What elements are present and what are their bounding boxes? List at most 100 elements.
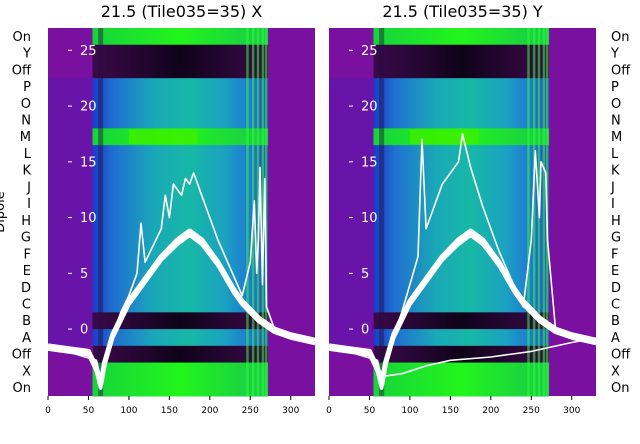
row-label: C: [611, 298, 620, 313]
row-label: D: [21, 281, 31, 296]
heatmap-row: [373, 195, 550, 213]
heatmap-row: [92, 161, 269, 180]
heatmap-row: [92, 312, 269, 330]
row-label: I: [611, 197, 615, 212]
heatmap-row: [373, 278, 550, 297]
heatmap-row: [373, 161, 550, 180]
y-tick-label: 15: [361, 155, 378, 170]
x-tick-label: 100: [401, 406, 418, 416]
heatmap-row: [373, 94, 550, 113]
row-label: E: [611, 264, 619, 279]
row-label: G: [611, 231, 621, 246]
heatmap-stripe: [379, 28, 385, 396]
heatmap-row: [92, 111, 269, 129]
heatmap-stripe: [256, 28, 260, 396]
row-label: D: [611, 281, 621, 296]
heatmap-row: [92, 61, 269, 79]
row-label: A: [22, 331, 31, 346]
row-label: Off: [611, 63, 631, 78]
heatmap-stripe: [246, 28, 249, 396]
row-label: B: [22, 314, 31, 329]
heatmap-row: [373, 379, 550, 397]
x-tick-label: 0: [326, 406, 332, 416]
heatmap-row: [92, 212, 269, 230]
heatmap-row: [373, 295, 550, 313]
heatmap-row: [92, 379, 269, 397]
row-label: H: [21, 214, 31, 229]
heatmap-row: [92, 195, 269, 213]
row-label: K: [22, 164, 31, 179]
row-label: L: [24, 147, 32, 162]
heatmap-stripe: [264, 28, 268, 396]
heatmap-row: [92, 145, 269, 163]
heatmap-row: [92, 44, 269, 62]
heatmap-stripe: [261, 28, 265, 396]
row-label: N: [21, 114, 31, 129]
heatmap-edge: [329, 78, 374, 346]
x-tick-label: 200: [201, 406, 218, 416]
y-tick-label: 20: [80, 100, 97, 115]
row-label: L: [611, 147, 619, 162]
y-tick-label: 25: [361, 44, 378, 59]
heatmap-row: [92, 345, 269, 364]
heatmap-edge: [48, 78, 93, 346]
heatmap-row: [373, 44, 550, 62]
heatmap-stripe: [527, 28, 530, 396]
heatmap-row: [373, 245, 550, 263]
row-label: J: [610, 180, 615, 195]
heatmap-row: [92, 362, 269, 380]
heatmap-row: [373, 28, 550, 46]
heatmap-row: [373, 61, 550, 79]
y-tick-label: 15: [80, 155, 97, 170]
heatmap-row: [92, 295, 269, 313]
x-tick-label: 250: [523, 406, 540, 416]
y-tick-label: 10: [80, 211, 97, 226]
row-label: On: [611, 381, 629, 396]
heatmap-row: [373, 178, 550, 196]
heatmap-row: [92, 178, 269, 196]
row-label: O: [611, 97, 621, 112]
row-label: B: [611, 314, 620, 329]
y-tick-label: 25: [80, 44, 97, 59]
heatmap-row: [92, 262, 269, 280]
heatmap-row: [373, 345, 550, 364]
series-line-2: [47, 233, 316, 390]
heatmap-row: [373, 145, 550, 163]
heatmap-row: [373, 262, 550, 280]
heatmap-stripe: [98, 28, 104, 396]
row-label: X: [22, 364, 31, 379]
y-tick-label: 5: [361, 267, 369, 282]
heatmap-highlight: [128, 129, 198, 145]
chart-title: 21.5 (Tile035=35) Y: [382, 2, 543, 21]
x-tick-label: 0: [45, 406, 51, 416]
heatmap-row: [373, 312, 550, 330]
heatmap-row: [373, 78, 550, 96]
row-label: M: [611, 130, 622, 145]
x-tick-label: 300: [282, 406, 299, 416]
row-label: Y: [610, 47, 619, 62]
row-label: E: [23, 264, 31, 279]
x-tick-label: 200: [482, 406, 499, 416]
x-tick-label: 100: [120, 406, 137, 416]
x-tick-label: 300: [563, 406, 580, 416]
row-label: Off: [12, 63, 32, 78]
row-label: P: [23, 80, 31, 95]
x-tick-label: 150: [161, 406, 178, 416]
heatmap-row: [373, 329, 550, 347]
row-label: J: [26, 180, 31, 195]
row-label: I: [27, 197, 31, 212]
row-label: O: [21, 97, 31, 112]
row-label: Off: [12, 348, 32, 363]
heatmap-row: [92, 245, 269, 263]
x-tick-label: 250: [242, 406, 259, 416]
y-tick-label: 20: [361, 100, 378, 115]
row-label: X: [611, 364, 620, 379]
y-tick-label: 10: [361, 211, 378, 226]
x-tick-label: 150: [442, 406, 459, 416]
series-line-3: [328, 133, 597, 381]
series-line-4: [368, 337, 597, 377]
row-label: H: [611, 214, 621, 229]
heatmap-row: [373, 111, 550, 129]
